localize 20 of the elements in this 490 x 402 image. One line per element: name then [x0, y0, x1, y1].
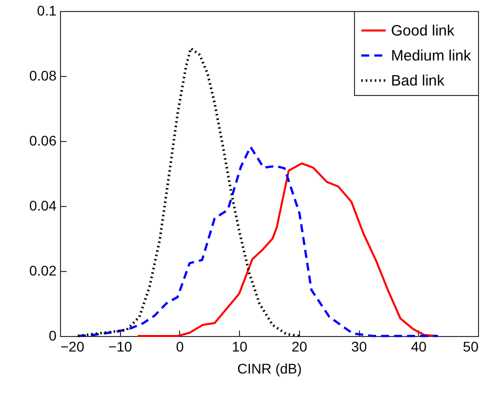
x-tick-label: −10	[108, 338, 132, 354]
y-tick-label: 0.02	[29, 262, 57, 278]
y-tick-label: 0	[48, 328, 57, 344]
line-series	[76, 146, 440, 338]
y-tick-label: 0.1	[37, 2, 57, 18]
line-series	[76, 47, 301, 338]
y-tick-label: 0.06	[29, 132, 57, 148]
x-tick-label: 50	[462, 338, 479, 354]
y-tick-label: 0.08	[29, 68, 57, 84]
legend-label: Bad link	[391, 72, 445, 90]
x-axis-title: CINR (dB)	[237, 360, 302, 376]
x-tick-label: 40	[410, 338, 427, 354]
x-tick-label: 10	[232, 338, 248, 354]
x-tick-label: 0	[176, 338, 184, 354]
x-tick-label: 30	[351, 338, 368, 354]
legend-label: Medium link	[391, 48, 472, 64]
y-tick-label: 0.04	[29, 198, 57, 214]
legend-label: Good link	[391, 22, 455, 40]
x-tick-label: 20	[292, 338, 308, 354]
x-tick-label: −20	[60, 338, 84, 354]
